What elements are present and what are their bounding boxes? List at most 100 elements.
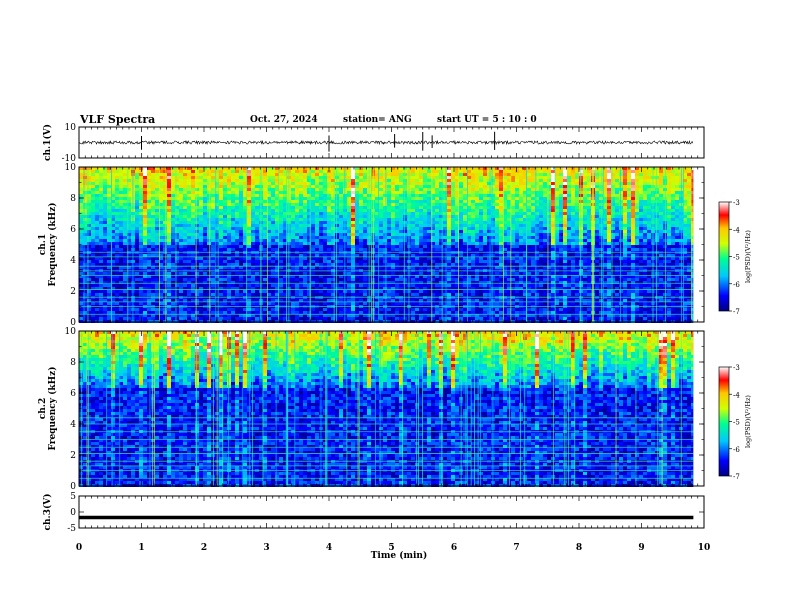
spectrogram-cell bbox=[103, 257, 107, 260]
spectrogram-cell bbox=[203, 224, 207, 227]
spectrogram-cell bbox=[299, 281, 303, 284]
spectrogram-cell bbox=[187, 227, 191, 230]
spectrogram-cell bbox=[355, 197, 359, 200]
spectrogram-cell bbox=[447, 227, 451, 230]
spectrogram-cell bbox=[299, 260, 303, 263]
spectrogram-cell bbox=[379, 272, 383, 275]
spectrogram-cell bbox=[447, 293, 451, 296]
spectrogram-cell bbox=[187, 212, 191, 215]
spectrogram-cell bbox=[147, 170, 151, 173]
spectrogram-cell bbox=[107, 218, 111, 221]
spectrogram-cell bbox=[419, 239, 423, 242]
spectrogram-cell bbox=[279, 260, 283, 263]
spectrogram-cell bbox=[447, 260, 451, 263]
spectrogram-cell bbox=[307, 212, 311, 215]
spectrogram-cell bbox=[115, 215, 119, 218]
spectrogram-cell bbox=[95, 230, 99, 233]
spectrogram-cell bbox=[411, 227, 415, 230]
spectrogram-cell bbox=[403, 302, 407, 305]
spectrogram-cell bbox=[411, 176, 415, 179]
spectrogram-cell bbox=[423, 182, 427, 185]
spectrogram-cell bbox=[155, 167, 159, 170]
spectrogram-cell bbox=[147, 290, 151, 293]
spectrogram-cell bbox=[203, 263, 207, 266]
spectrogram-cell bbox=[247, 308, 251, 311]
start-time-label: start UT = 5 : 10 : 0 bbox=[437, 115, 537, 125]
spectrogram-cell bbox=[243, 182, 247, 185]
spectrogram-cell bbox=[311, 263, 315, 266]
spectrogram-cell bbox=[167, 170, 171, 173]
spectrogram-cell bbox=[347, 311, 351, 314]
spectrogram-cell bbox=[399, 284, 403, 287]
spectrogram-cell bbox=[167, 188, 171, 191]
spectrogram-cell bbox=[339, 209, 343, 212]
spectrogram-cell bbox=[139, 245, 143, 248]
spectrogram-cell bbox=[239, 311, 243, 314]
spectrogram-cell bbox=[127, 191, 131, 194]
spectrogram-cell bbox=[359, 293, 363, 296]
spectrogram-cell bbox=[107, 167, 111, 170]
spectrogram-cell bbox=[295, 281, 299, 284]
spectrogram-cell bbox=[199, 179, 203, 182]
spectrogram-cell bbox=[83, 266, 87, 269]
spectrogram-cell bbox=[211, 227, 215, 230]
spectrogram-cell bbox=[219, 230, 223, 233]
spectrogram-cell bbox=[115, 209, 119, 212]
spectrogram-cell bbox=[179, 227, 183, 230]
spectrogram-cell bbox=[79, 173, 83, 176]
spectrogram-cell bbox=[251, 179, 255, 182]
spectrogram-cell bbox=[299, 311, 303, 314]
spectrogram-cell bbox=[399, 170, 403, 173]
spectrogram-cell bbox=[295, 239, 299, 242]
spectrogram-cell bbox=[239, 170, 243, 173]
spectrogram-cell bbox=[315, 203, 319, 206]
spectrogram-cell bbox=[139, 230, 143, 233]
spectrogram-cell bbox=[147, 221, 151, 224]
spectrogram-cell bbox=[243, 197, 247, 200]
spectrogram-cell bbox=[123, 218, 127, 221]
spectrogram-cell bbox=[339, 260, 343, 263]
spectrogram-cell bbox=[451, 308, 455, 311]
spectrogram-cell bbox=[307, 257, 311, 260]
spectrogram-cell bbox=[79, 260, 83, 263]
spectrogram-cell bbox=[99, 167, 103, 170]
spectrogram-cell bbox=[115, 206, 119, 209]
spectrogram-cell bbox=[255, 239, 259, 242]
spectrogram-cell bbox=[239, 281, 243, 284]
spectrogram-cell bbox=[355, 233, 359, 236]
spectrogram-cell bbox=[451, 215, 455, 218]
spectrogram-cell bbox=[419, 206, 423, 209]
spectrogram-cell bbox=[339, 263, 343, 266]
spectrogram-cell bbox=[323, 230, 327, 233]
spectrogram-cell bbox=[271, 281, 275, 284]
spectrogram-cell bbox=[227, 215, 231, 218]
spectrogram-cell bbox=[219, 272, 223, 275]
spectrogram-cell bbox=[295, 245, 299, 248]
spectrogram-cell bbox=[423, 293, 427, 296]
spectrogram-cell bbox=[427, 230, 431, 233]
spectrogram-cell bbox=[347, 272, 351, 275]
spectrogram-cell bbox=[303, 248, 307, 251]
spectrogram-cell bbox=[451, 185, 455, 188]
spectrogram-cell bbox=[303, 290, 307, 293]
spectrogram-cell bbox=[347, 212, 351, 215]
spectrogram-cell bbox=[327, 293, 331, 296]
spectrogram-cell bbox=[123, 272, 127, 275]
spectrogram-cell bbox=[231, 176, 235, 179]
spectrogram-cell bbox=[423, 260, 427, 263]
spectrogram-cell bbox=[235, 254, 239, 257]
spectrogram-cell bbox=[223, 260, 227, 263]
spectrogram-cell bbox=[395, 176, 399, 179]
spectrogram-cell bbox=[199, 224, 203, 227]
spectrogram-cell bbox=[95, 173, 99, 176]
spectrogram-cell bbox=[211, 284, 215, 287]
spectrogram-cell bbox=[199, 236, 203, 239]
spectrogram-cell bbox=[163, 290, 167, 293]
spectrogram-cell bbox=[179, 212, 183, 215]
spectrogram-cell bbox=[227, 278, 231, 281]
spectrogram-cell bbox=[363, 293, 367, 296]
spectrogram-cell bbox=[127, 266, 131, 269]
spectrogram-cell bbox=[323, 200, 327, 203]
spectrogram-cell bbox=[171, 257, 175, 260]
spectrogram-cell bbox=[383, 263, 387, 266]
